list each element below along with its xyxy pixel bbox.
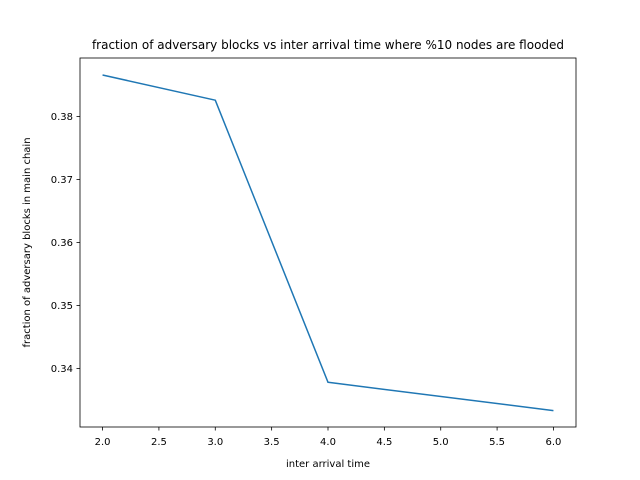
plot-data-layer [102,74,554,412]
x-tick-label: 2.0 [95,437,111,448]
chart-title: fraction of adversary blocks vs inter ar… [92,38,564,52]
y-tick-label: 0.35 [51,301,73,312]
x-tick-label: 2.5 [151,437,167,448]
x-tick-label: 4.0 [320,437,336,448]
axis-ticks-layer: 2.0 2.5 3.0 3.5 4.0 4.5 5.0 5.5 6.0 0.34 0.35 0.36 0… [51,112,562,448]
y-tick-label: 0.34 [51,364,73,375]
x-tick-label: 3.0 [207,437,223,448]
x-tick-label: 5.0 [433,437,449,448]
y-tick-label: 0.38 [51,112,73,123]
x-tick-label: 4.5 [376,437,392,448]
x-tick-label: 3.5 [264,437,280,448]
y-axis-label: fraction of adversary blocks in main cha… [22,137,33,347]
x-tick-label: 5.5 [489,437,505,448]
x-axis-label: inter arrival time [286,459,370,470]
y-tick-label: 0.36 [51,238,73,249]
x-tick-label: 6.0 [546,437,562,448]
y-tick-label: 0.37 [51,175,73,186]
series-line-0 [102,74,554,412]
